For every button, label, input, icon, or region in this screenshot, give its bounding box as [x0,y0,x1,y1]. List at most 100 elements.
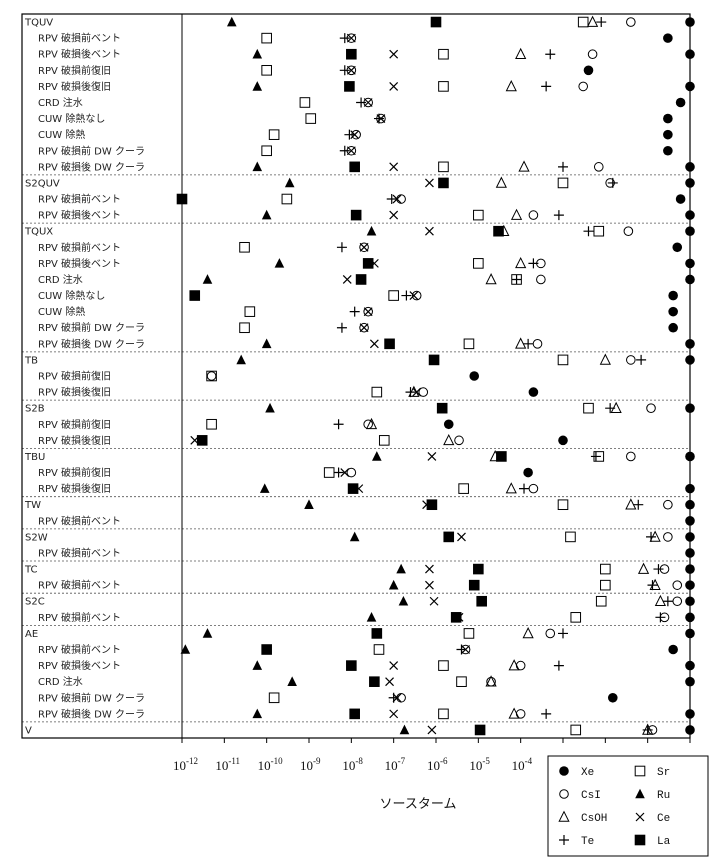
point-sr [268,129,280,140]
point-te [605,403,616,414]
point-csoh [443,433,455,446]
legend-marker-te [559,835,569,845]
group-label: S2B [25,404,45,415]
point-ce [427,725,437,735]
point-csi [626,17,636,27]
point-ru [287,676,297,686]
point-ce [425,178,434,188]
point-ru [349,531,360,542]
point-csi [359,242,369,253]
point-csoh [508,659,520,671]
point-xe [443,419,454,430]
legend-marker-la [634,834,646,846]
point-la [428,354,440,366]
point-te [607,177,618,188]
point-ru [252,708,263,719]
point-xe [607,692,618,703]
point-csoh [505,79,517,92]
point-csi [646,403,656,413]
point-la [450,612,462,623]
row-label: RPV 破損後ベント [38,659,121,672]
point-ru [398,595,409,606]
point-sr [305,113,317,124]
legend-label: CsI [581,790,601,802]
point-csoh [510,208,523,220]
point-ce [346,65,356,75]
point-xe [672,242,683,253]
point-te [545,49,556,60]
point-csi [515,660,526,671]
group-label: TBU [24,452,45,463]
x-tick-label: 10-4 [512,756,533,773]
point-te [653,564,664,575]
point-xe [528,387,539,397]
point-sr [388,290,399,301]
point-ru [366,612,377,622]
point-te [528,258,539,269]
point-ce [427,452,437,461]
point-xe [668,322,678,333]
point-ru [304,499,314,510]
point-ru [252,161,263,172]
legend-marker-sr [634,765,646,777]
point-csoh [515,337,527,349]
legend-marker-xe [559,766,569,776]
point-sr [261,145,272,157]
point-sr [463,628,475,639]
legend-box [547,755,709,857]
point-csi [536,274,546,285]
point-ce [389,49,399,59]
point-te [456,644,467,655]
point-sr [570,724,582,736]
point-la [384,338,395,350]
point-sr [373,644,385,655]
point-csi [626,355,636,365]
point-ru [236,354,246,365]
point-te [339,33,350,44]
point-sr [577,16,589,28]
point-te [642,724,653,735]
point-sr [458,483,469,494]
point-sr [281,193,293,205]
point-ru [252,660,263,670]
x-tick-label: 10-8 [342,756,363,773]
point-te [349,306,360,317]
point-sr [600,579,611,591]
point-la [369,676,380,687]
point-ce [389,709,399,719]
row-label: CUW 除熱 [38,305,85,318]
row-label: RPV 破損後ベント [38,48,121,61]
row-label: RPV 破損前復旧 [38,370,111,383]
row-label: RPV 破損後ベント [38,209,121,222]
point-csoh [586,15,599,27]
point-sr [593,225,605,237]
point-ce [363,307,373,317]
point-ce [389,162,399,172]
group-separators [22,174,690,723]
point-csoh [505,482,517,494]
point-ru [252,48,263,59]
point-te [401,290,412,301]
row-label: RPV 破損後復旧 [38,482,111,495]
point-sr [557,177,569,189]
point-csoh [485,273,497,285]
point-la [189,290,201,301]
point-te [344,129,355,140]
point-ce [369,339,379,349]
row-label: RPV 破損後 DW クーラ [38,337,145,350]
row-label: RPV 破損前ベント [38,546,121,559]
point-te [333,467,344,478]
point-sr [371,386,383,398]
point-xe [583,65,594,76]
point-xe [523,467,533,478]
point-csi [528,210,539,220]
point-sr [557,499,569,511]
point-sr [239,322,250,334]
point-ce [346,146,356,156]
point-ru [396,563,406,574]
point-sr [565,531,576,543]
point-la [468,579,480,591]
row-labels: TQUV RPV 破損前ベント RPV 破損後ベント RPV 破損前復旧 RPV 破損後… [24,18,145,737]
point-te [356,97,367,108]
point-ru [284,177,295,188]
